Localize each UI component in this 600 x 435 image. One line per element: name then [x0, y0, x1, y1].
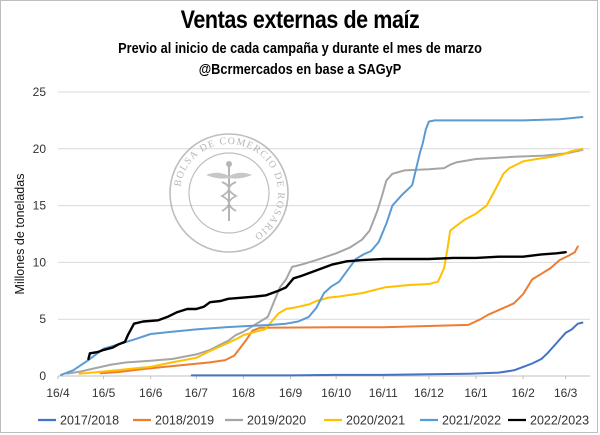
x-tick-label: 16/6 [139, 386, 163, 400]
x-tick-label: 16/10 [321, 386, 351, 400]
x-tick-label: 16/11 [369, 386, 398, 400]
chart-subtitle: Previo al inicio de cada campaña y duran… [118, 41, 482, 57]
series-line-2018-2019 [99, 245, 579, 375]
axes [57, 375, 590, 379]
bcr-seal-watermark: BOLSA DE COMERCIO DE ROSARIO [169, 133, 289, 253]
series-line-2022-2023 [87, 251, 567, 361]
legend: 2017/2018 2018/2019 2019/2020 2020/2021 2021… [38, 414, 589, 428]
x-tick-label: 16/4 [46, 386, 70, 400]
x-tick-label: 16/12 [414, 386, 444, 400]
x-tick-label: 16/3 [554, 386, 578, 400]
x-tick-label: 16/1 [464, 386, 488, 400]
legend-item: 2018/2019 [133, 414, 214, 428]
y-tick-labels: 0 5 10 15 20 25 [33, 85, 47, 383]
legend-label: 2020/2021 [346, 414, 405, 428]
series-line-2019-2020 [66, 148, 584, 375]
legend-item: 2017/2018 [38, 414, 119, 428]
y-axis-label: Millones de toneladas [13, 174, 27, 295]
series-lines [60, 116, 584, 377]
y-tick-label: 25 [33, 85, 47, 99]
legend-item: 2019/2020 [225, 414, 306, 428]
legend-item: 2020/2021 [324, 414, 405, 428]
legend-label: 2022/2023 [530, 414, 589, 428]
series-line-2017-2018 [190, 321, 584, 377]
legend-label: 2019/2020 [247, 414, 306, 428]
legend-label: 2021/2022 [442, 414, 501, 428]
legend-item: 2021/2022 [420, 414, 501, 428]
y-tick-label: 15 [33, 199, 47, 213]
y-tick-label: 5 [39, 312, 46, 326]
series-line-2020-2021 [78, 147, 584, 375]
x-tick-label: 16/5 [92, 386, 116, 400]
y-tick-label: 0 [39, 369, 46, 383]
chart-source: @Bcrmercados en base a SAGyP [198, 62, 402, 78]
gridlines [58, 91, 590, 320]
chart-title: Ventas externas de maíz [180, 6, 420, 34]
y-tick-label: 20 [33, 142, 47, 156]
legend-item: 2022/2023 [508, 414, 589, 428]
series-line-2021-2022 [60, 116, 584, 376]
legend-label: 2018/2019 [155, 414, 214, 428]
x-tick-label: 16/2 [511, 386, 535, 400]
x-tick-label: 16/7 [185, 386, 209, 400]
x-tick-labels: 16/4 16/5 16/6 16/7 16/8 16/9 16/10 16/11 16/12 1… [46, 386, 577, 400]
y-tick-label: 10 [33, 255, 47, 269]
legend-label: 2017/2018 [60, 414, 119, 428]
x-tick-label: 16/9 [279, 386, 303, 400]
x-tick-label: 16/8 [232, 386, 256, 400]
